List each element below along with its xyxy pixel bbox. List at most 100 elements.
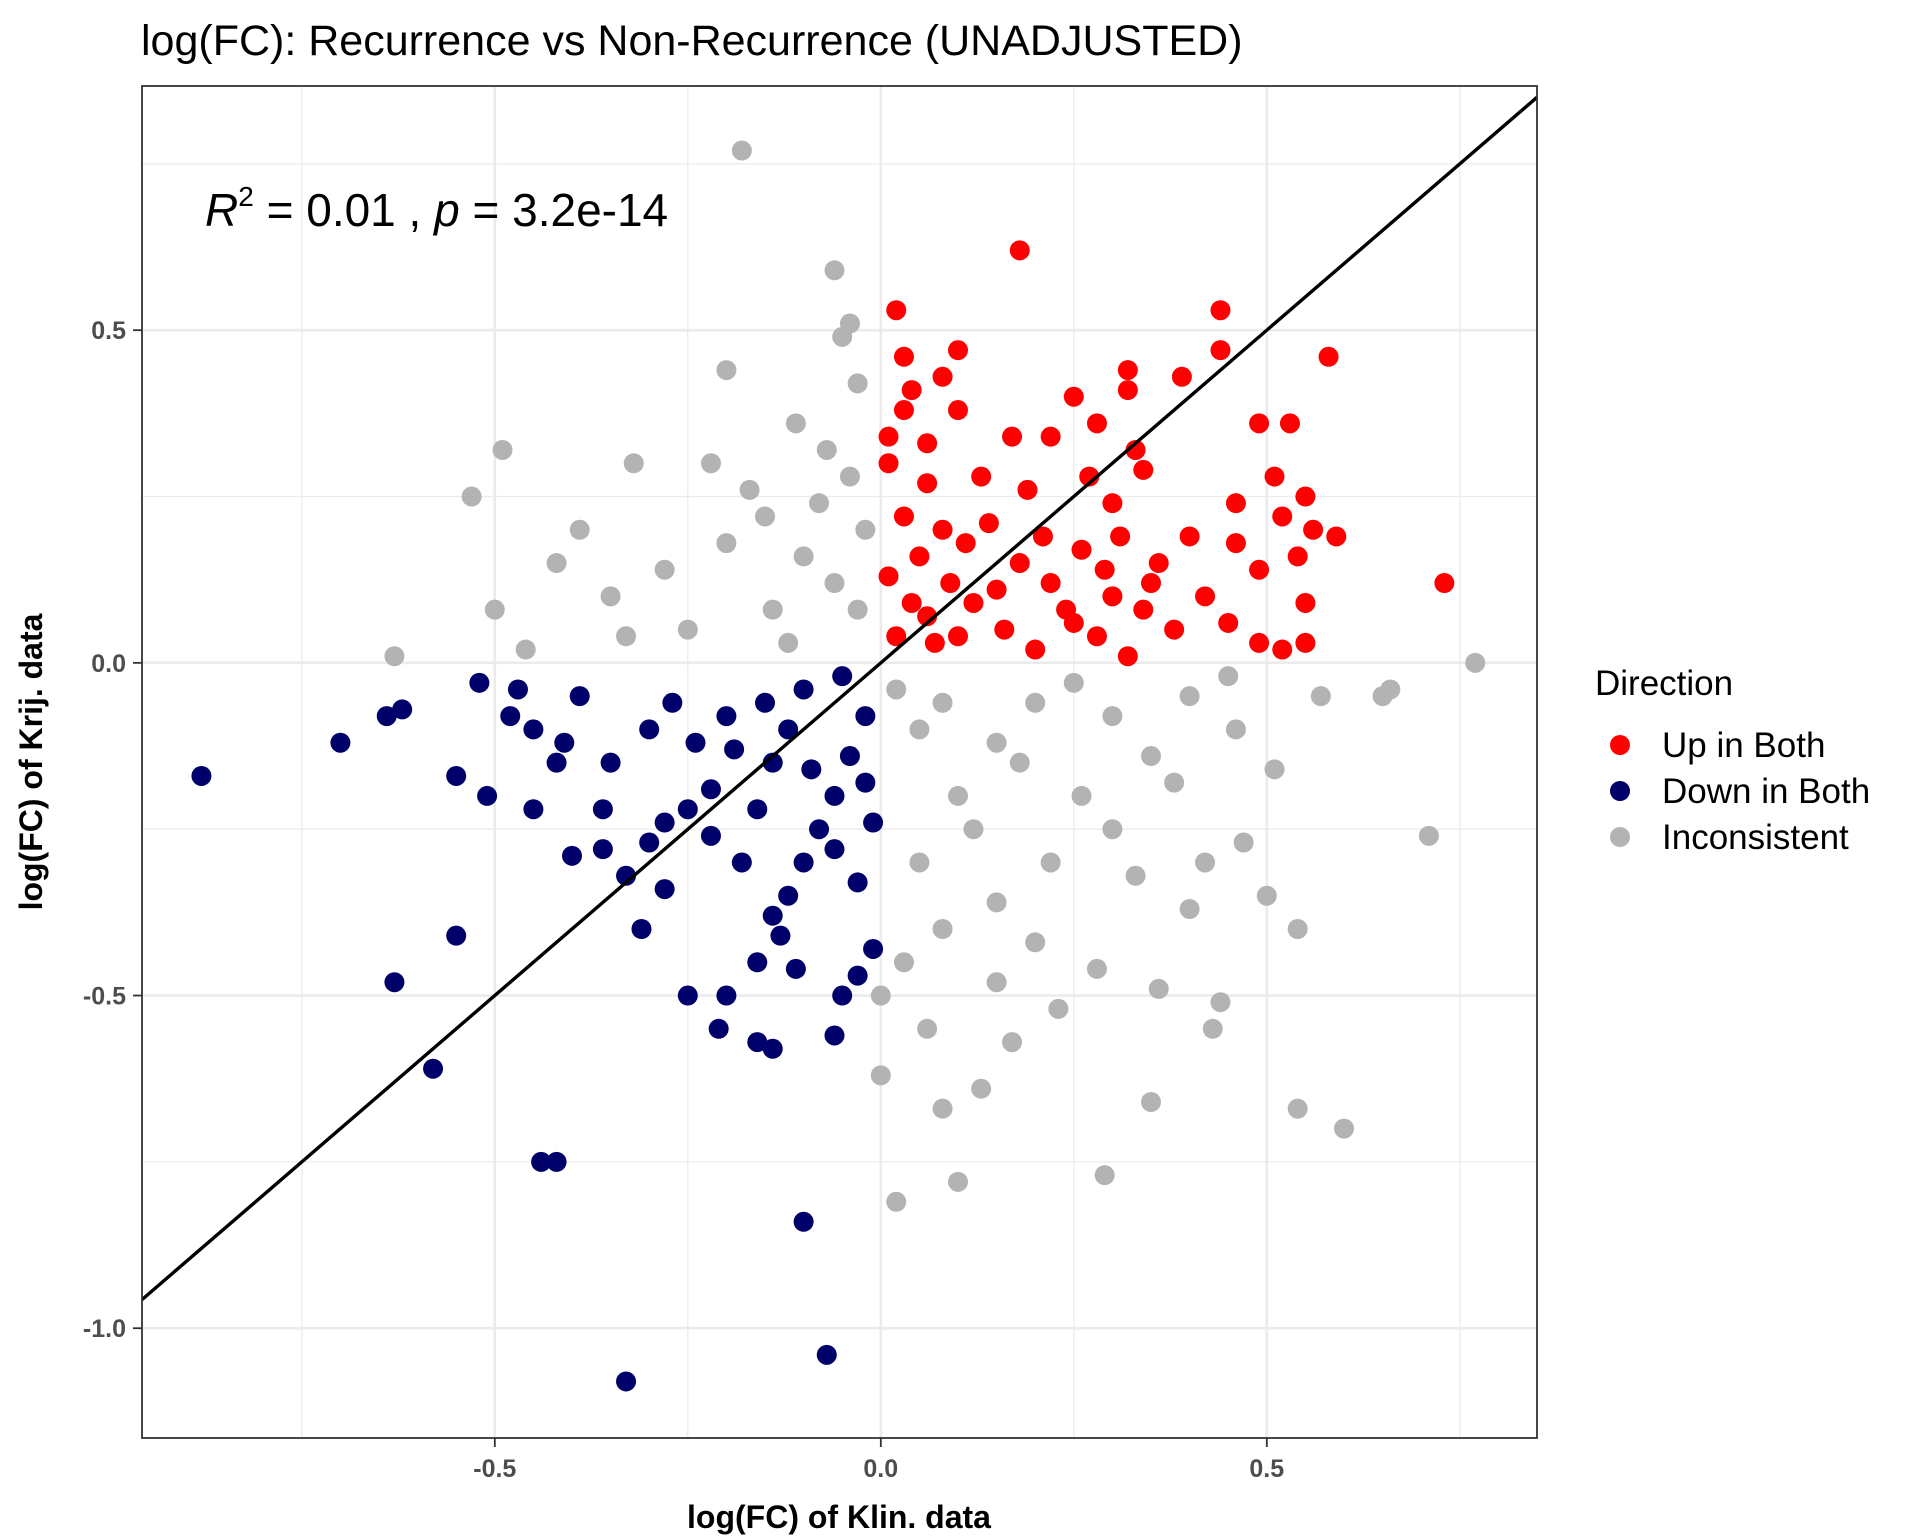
legend-key-inconsistent — [1610, 827, 1630, 847]
data-point — [1195, 586, 1216, 607]
data-point — [507, 679, 528, 700]
data-point — [917, 1018, 938, 1039]
data-point — [886, 626, 907, 647]
data-point — [948, 340, 969, 361]
data-point — [1303, 519, 1324, 540]
data-point — [1287, 919, 1308, 940]
data-point — [1017, 479, 1038, 500]
data-point — [600, 752, 621, 773]
data-point — [994, 619, 1015, 640]
data-point — [639, 719, 660, 740]
data-point — [1079, 466, 1100, 487]
data-point — [1025, 692, 1046, 713]
y-axis-title: log(FC) of Krij. data — [13, 613, 49, 910]
data-point — [716, 985, 737, 1006]
legend-entry-up: Up in Both — [1610, 726, 1825, 765]
x-tick-label: -0.5 — [473, 1455, 516, 1483]
data-point — [1295, 632, 1316, 653]
data-point — [824, 260, 845, 281]
data-point — [677, 799, 698, 820]
data-point — [1009, 752, 1030, 773]
data-point — [801, 759, 822, 780]
data-point — [793, 1211, 814, 1232]
y-tick-label: 0.0 — [91, 650, 126, 678]
data-point — [546, 752, 567, 773]
data-point — [1102, 706, 1123, 727]
data-point — [1295, 486, 1316, 507]
data-point — [1040, 573, 1061, 594]
data-point — [1141, 746, 1162, 767]
data-point — [1117, 360, 1138, 381]
plot-panel — [142, 86, 1537, 1438]
data-point — [1125, 439, 1146, 460]
data-point — [778, 885, 799, 906]
data-point — [778, 632, 799, 653]
data-point — [1133, 459, 1154, 480]
data-point — [785, 413, 806, 434]
data-point — [1141, 1091, 1162, 1112]
p-symbol: p — [432, 184, 460, 236]
data-point — [1264, 466, 1285, 487]
data-point — [1256, 885, 1277, 906]
data-point — [392, 699, 413, 720]
data-point — [1218, 612, 1239, 633]
data-point — [716, 533, 737, 554]
data-point — [461, 486, 482, 507]
data-points — [191, 140, 1486, 1392]
p-value: = 3.2e-14 — [460, 184, 668, 236]
data-point — [986, 579, 1007, 600]
data-point — [662, 692, 683, 713]
legend-entry-down: Down in Both — [1610, 772, 1870, 811]
data-point — [1202, 1018, 1223, 1039]
data-point — [986, 892, 1007, 913]
data-point — [917, 606, 938, 627]
y-tick-label: -0.5 — [83, 983, 126, 1011]
data-point — [1225, 533, 1246, 554]
data-point — [484, 599, 505, 620]
y-tick-label: 0.5 — [91, 317, 126, 345]
data-point — [554, 732, 575, 753]
data-point — [893, 506, 914, 527]
data-point — [1032, 526, 1053, 547]
data-point — [1179, 526, 1200, 547]
stats-annotation: R2 = 0.01 , p = 3.2e-14 — [205, 181, 668, 236]
data-point — [901, 380, 922, 401]
x-axis-ticks: -0.5 0.0 0.5 — [473, 1438, 1284, 1483]
data-point — [1279, 413, 1300, 434]
r-value: = 0.01 , — [254, 184, 434, 236]
legend-label-up: Up in Both — [1662, 726, 1825, 765]
data-point — [1102, 493, 1123, 514]
data-point — [1063, 612, 1084, 633]
data-point — [986, 972, 1007, 993]
data-point — [1210, 300, 1231, 321]
data-point — [809, 493, 830, 514]
data-point — [1025, 639, 1046, 660]
data-point — [932, 519, 953, 540]
data-point — [847, 373, 868, 394]
y-tick-label: -1.0 — [83, 1315, 126, 1343]
data-point — [569, 686, 590, 707]
data-point — [932, 692, 953, 713]
data-point — [847, 872, 868, 893]
data-point — [755, 506, 776, 527]
data-point — [739, 479, 760, 500]
data-point — [446, 925, 467, 946]
data-point — [870, 985, 891, 1006]
data-point — [677, 619, 698, 640]
data-point — [940, 573, 961, 594]
data-point — [793, 546, 814, 567]
data-point — [1264, 759, 1285, 780]
data-point — [1326, 526, 1347, 547]
data-point — [847, 965, 868, 986]
data-point — [1310, 686, 1331, 707]
data-point — [1094, 1165, 1115, 1186]
data-point — [700, 453, 721, 474]
data-point — [1249, 559, 1270, 580]
data-point — [839, 466, 860, 487]
data-point — [546, 1151, 567, 1172]
data-point — [855, 519, 876, 540]
data-point — [1179, 686, 1200, 707]
data-point — [654, 812, 675, 833]
x-tick-label: 0.5 — [1249, 1455, 1284, 1483]
